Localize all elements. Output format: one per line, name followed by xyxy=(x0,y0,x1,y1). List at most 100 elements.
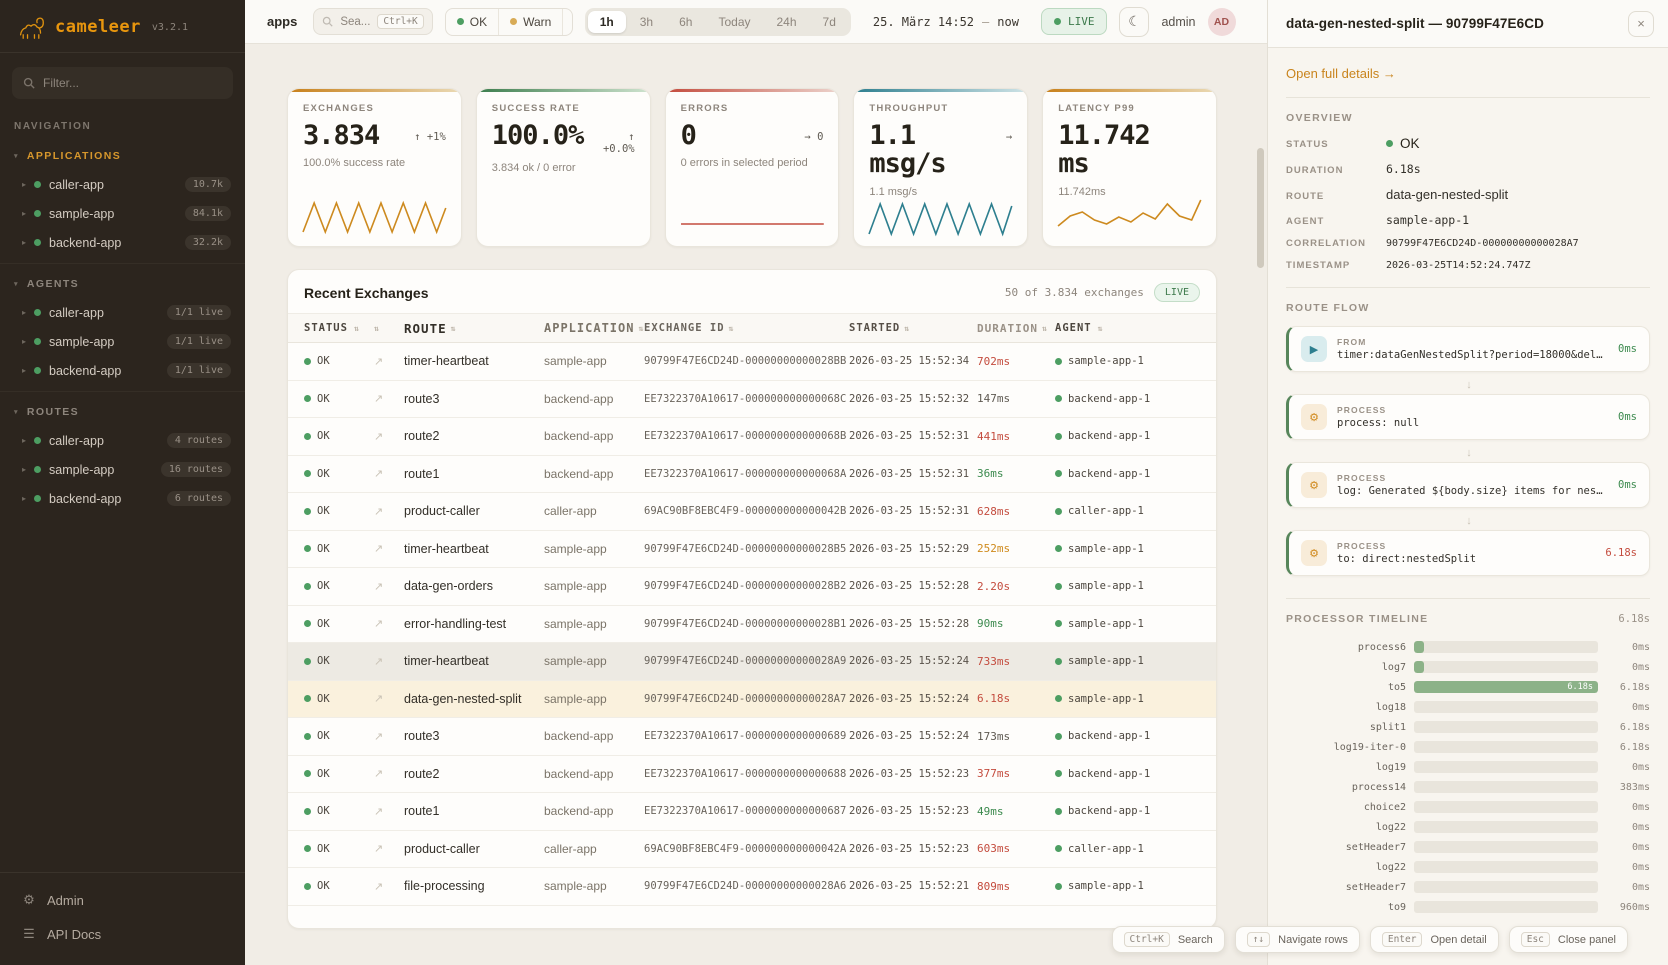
application-cell: backend-app xyxy=(544,466,614,481)
table-row[interactable]: OK ↗ error-handling-test sample-app 9079… xyxy=(288,605,1216,643)
timeline-row[interactable]: log18 0ms xyxy=(1286,697,1650,717)
open-exchange-icon[interactable]: ↗ xyxy=(374,468,384,481)
time-range-button[interactable]: 6h xyxy=(679,14,693,29)
timeline-row[interactable]: log19-iter-0 6.18s xyxy=(1286,737,1650,757)
table-row[interactable]: OK ↗ route2 backend-app EE7322370A10617-… xyxy=(288,418,1216,456)
timeline-row[interactable]: log7 0ms xyxy=(1286,657,1650,677)
sidebar-item-agent[interactable]: ▸ caller-app 1/1 live xyxy=(0,298,245,327)
theme-toggle-button[interactable]: ☾ xyxy=(1119,6,1150,37)
table-row[interactable]: OK ↗ route1 backend-app EE7322370A10617-… xyxy=(288,455,1216,493)
open-exchange-icon[interactable]: ↗ xyxy=(374,505,384,518)
column-header-route[interactable]: ROUTE ⇅ xyxy=(404,320,457,336)
column-header-status[interactable]: STATUS ⇅ xyxy=(304,322,360,334)
open-exchange-icon[interactable]: ↗ xyxy=(374,543,384,556)
stat-card-throughput[interactable]: THROUGHPUT 1.1 msg/s → 1.1 msg/s xyxy=(853,88,1029,247)
scrollbar-thumb[interactable] xyxy=(1257,148,1264,268)
timeline-row[interactable]: choice2 0ms xyxy=(1286,797,1650,817)
open-exchange-icon[interactable]: ↗ xyxy=(374,393,384,406)
timeline-row[interactable]: log22 0ms xyxy=(1286,817,1650,837)
time-range-button[interactable]: 3h xyxy=(639,14,654,29)
time-range-button[interactable]: 24h xyxy=(776,14,797,29)
open-exchange-icon[interactable]: ↗ xyxy=(374,843,384,856)
open-exchange-icon[interactable]: ↗ xyxy=(374,880,384,893)
column-header-duration[interactable]: DURATION ⇅ xyxy=(977,321,1048,335)
started-cell: 2026-03-25 15:52:23 xyxy=(849,842,970,855)
table-row[interactable]: OK ↗ file-processing sample-app 90799F47… xyxy=(288,868,1216,906)
time-range-button[interactable]: 7d xyxy=(822,14,836,29)
open-exchange-icon[interactable]: ↗ xyxy=(374,430,384,443)
route-flow-step[interactable]: ⚙ PROCESS log: Generated ${body.size} it… xyxy=(1286,462,1650,508)
route-flow-step[interactable]: ▶ FROM timer:dataGenNestedSplit?period=1… xyxy=(1286,326,1650,372)
timeline-row[interactable]: log22 0ms xyxy=(1286,857,1650,877)
timeline-row[interactable]: setHeader7 0ms xyxy=(1286,877,1650,897)
avatar[interactable]: AD xyxy=(1207,7,1236,36)
table-row[interactable]: OK ↗ route3 backend-app EE7322370A10617-… xyxy=(288,380,1216,418)
sidebar-item-route[interactable]: ▸ caller-app 4 routes xyxy=(0,426,245,455)
table-row[interactable]: OK ↗ data-gen-orders sample-app 90799F47… xyxy=(288,568,1216,606)
column-header-agent[interactable]: AGENT ⇅ xyxy=(1055,322,1104,334)
stat-card-exchanges[interactable]: EXCHANGES 3.834 ↑ +1% 100.0% success rat… xyxy=(287,88,462,247)
time-range-button[interactable]: 1h xyxy=(587,10,626,33)
table-row[interactable]: OK ↗ data-gen-nested-split sample-app 90… xyxy=(288,680,1216,718)
column-header-link[interactable]: ⇅ xyxy=(374,324,404,333)
timeline-track xyxy=(1414,841,1598,853)
table-row[interactable]: OK ↗ timer-heartbeat sample-app 90799F47… xyxy=(288,530,1216,568)
table-row[interactable]: OK ↗ product-caller caller-app 69AC90BF8… xyxy=(288,493,1216,531)
open-exchange-icon[interactable]: ↗ xyxy=(374,768,384,781)
column-header-exchange-id[interactable]: EXCHANGE ID ⇅ xyxy=(644,322,735,334)
app-logo[interactable]: cameleer v3.2.1 xyxy=(0,0,245,53)
sidebar-item-application[interactable]: ▸ caller-app 10.7k xyxy=(0,170,245,199)
table-row[interactable]: OK ↗ route3 backend-app EE7322370A10617-… xyxy=(288,718,1216,756)
open-exchange-icon[interactable]: ↗ xyxy=(374,355,384,368)
open-exchange-icon[interactable]: ↗ xyxy=(374,655,384,668)
table-row[interactable]: OK ↗ product-caller caller-app 69AC90BF8… xyxy=(288,830,1216,868)
sidebar-item-route[interactable]: ▸ sample-app 16 routes xyxy=(0,455,245,484)
timeline-row[interactable]: process6 0ms xyxy=(1286,637,1650,657)
timeline-row[interactable]: process14 383ms xyxy=(1286,777,1650,797)
open-full-details-link[interactable]: Open full details → xyxy=(1286,66,1396,81)
timeline-row[interactable]: to9 960ms xyxy=(1286,897,1650,917)
route-flow-step[interactable]: ⚙ PROCESS process: null 0ms xyxy=(1286,394,1650,440)
table-row[interactable]: OK ↗ route1 backend-app EE7322370A10617-… xyxy=(288,793,1216,831)
section-header-applications[interactable]: ▾ APPLICATIONS xyxy=(0,146,245,170)
table-row[interactable]: OK ↗ timer-heartbeat sample-app 90799F47… xyxy=(288,643,1216,681)
table-row[interactable]: OK ↗ route2 backend-app EE7322370A10617-… xyxy=(288,755,1216,793)
search-input[interactable]: Sea... Ctrl+K xyxy=(313,8,433,35)
status-filter-button[interactable]: OK xyxy=(446,8,500,35)
open-exchange-icon[interactable]: ↗ xyxy=(374,618,384,631)
close-panel-button[interactable]: × xyxy=(1628,10,1654,37)
stat-card-success-rate[interactable]: SUCCESS RATE 100.0% ↑ +0.0% 3.834 ok / 0… xyxy=(475,88,651,247)
open-exchange-icon[interactable]: ↗ xyxy=(374,580,384,593)
stat-card-latency[interactable]: LATENCY P99 11.742 ms 11.742ms xyxy=(1042,88,1217,247)
open-exchange-icon[interactable]: ↗ xyxy=(374,805,384,818)
column-header-application[interactable]: APPLICATION ⇅ xyxy=(544,321,644,335)
stat-card-errors[interactable]: ERRORS 0 → 0 0 errors in selected period xyxy=(664,88,840,247)
sidebar-item-application[interactable]: ▸ backend-app 32.2k xyxy=(0,228,245,257)
timeline-row[interactable]: to5 6.18s 6.18s xyxy=(1286,677,1650,697)
sidebar-item-agent[interactable]: ▸ sample-app 1/1 live xyxy=(0,327,245,356)
open-exchange-icon[interactable]: ↗ xyxy=(374,693,384,706)
filter-label: OK xyxy=(469,14,488,29)
sidebar-item-agent[interactable]: ▸ backend-app 1/1 live xyxy=(0,356,245,385)
stat-value: 0 xyxy=(680,120,697,151)
live-toggle-button[interactable]: LIVE xyxy=(1040,8,1108,35)
timeline-row[interactable]: setHeader7 0ms xyxy=(1286,837,1650,857)
sidebar-footer-item[interactable]: ⚙ Admin xyxy=(0,883,245,917)
sidebar-item-route[interactable]: ▸ backend-app 6 routes xyxy=(0,484,245,513)
main-scrollbar xyxy=(1257,48,1264,961)
timeline-row[interactable]: log19 0ms xyxy=(1286,757,1650,777)
timeline-row[interactable]: split1 6.18s xyxy=(1286,717,1650,737)
date-range[interactable]: 25. März 14:52 — now xyxy=(863,15,1029,29)
status-filter-button[interactable]: Warn xyxy=(499,8,564,35)
route-flow-step[interactable]: ⚙ PROCESS to: direct:nestedSplit 6.18s xyxy=(1286,530,1650,576)
section-header-routes[interactable]: ▾ ROUTES xyxy=(0,402,245,426)
sidebar-footer-item[interactable]: ☰ API Docs xyxy=(0,917,245,951)
sidebar-filter-input[interactable]: Filter... xyxy=(12,67,233,99)
table-row[interactable]: OK ↗ timer-heartbeat sample-app 90799F47… xyxy=(288,343,1216,381)
status-filter-button[interactable]: Error xyxy=(563,9,571,35)
open-exchange-icon[interactable]: ↗ xyxy=(374,730,384,743)
section-header-agents[interactable]: ▾ AGENTS xyxy=(0,274,245,298)
column-header-started[interactable]: STARTED ⇅ xyxy=(849,322,911,334)
time-range-button[interactable]: Today xyxy=(718,14,751,29)
sidebar-item-application[interactable]: ▸ sample-app 84.1k xyxy=(0,199,245,228)
